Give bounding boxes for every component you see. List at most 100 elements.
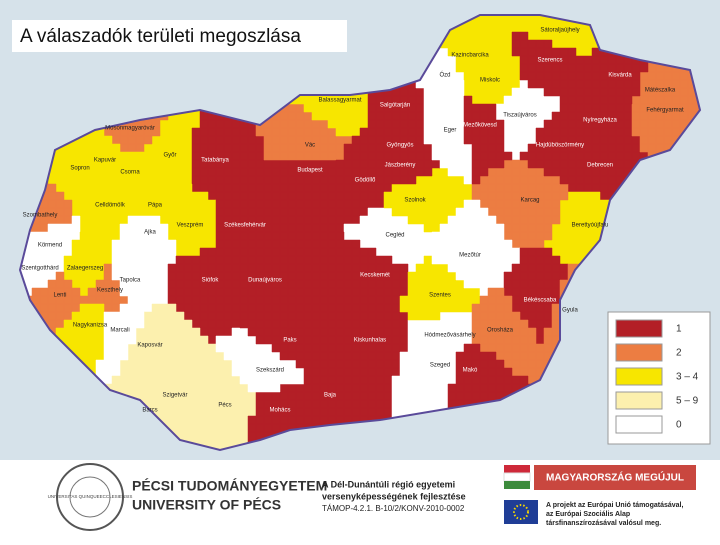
place-label: Ózd [439, 72, 450, 79]
banner-text: MAGYARORSZÁG MEGÚJUL [546, 471, 684, 484]
place-label: Kaposvár [137, 343, 162, 349]
place-label: Vác [305, 143, 315, 149]
district [375, 151, 441, 185]
place-label: Tiszaújváros [503, 113, 536, 119]
legend-label: 2 [676, 348, 682, 359]
district [399, 255, 481, 321]
district [215, 327, 305, 393]
district [79, 119, 121, 185]
legend-swatch [615, 319, 663, 338]
place-label: Mátészalka [645, 88, 676, 94]
title-box [12, 20, 347, 52]
place-label: Mosonmagyaróvár [105, 126, 155, 132]
place-label: Fehérgyarmat [646, 108, 684, 114]
place-label: Miskolc [480, 78, 500, 84]
place-label: Szentes [429, 293, 451, 299]
place-label: Kecskemét [360, 273, 390, 279]
place-label: Barcs [142, 408, 157, 414]
place-label: Tatabánya [201, 158, 229, 164]
place-label: Sátoraljaújhely [540, 28, 579, 34]
place-label: Siófok [202, 278, 220, 284]
place-label: Keszthely [97, 288, 123, 294]
place-label: Mezőkövesd [463, 123, 497, 129]
place-label: Székesfehérvár [224, 223, 266, 229]
place-label: Gödöllő [355, 178, 376, 184]
eu-flag [504, 500, 538, 524]
legend-label: 3 – 4 [676, 372, 699, 383]
place-label: Marcali [110, 328, 129, 334]
place-label: Pécs [218, 403, 231, 409]
place-label: Salgótarján [380, 103, 410, 109]
place-label: Kisvárda [608, 73, 632, 79]
legend-label: 5 – 9 [676, 396, 699, 407]
place-label: Debrecen [587, 163, 613, 169]
place-label: Mohács [269, 408, 290, 414]
place-label: Baja [324, 393, 337, 399]
place-label: Cegléd [385, 233, 404, 239]
district [519, 103, 585, 185]
seal-inner [69, 476, 111, 518]
eu-stars [513, 504, 529, 520]
place-label: Szombathely [23, 213, 58, 219]
legend-label: 1 [676, 324, 682, 335]
seal [56, 463, 124, 531]
district [167, 183, 217, 257]
banner [534, 465, 696, 490]
place-label: Dunaújváros [248, 278, 282, 284]
place-label: Békéscsaba [524, 298, 557, 304]
place-label: Balassagyarmat [318, 98, 361, 104]
eu-text: A projekt az Európai Unió támogatásával, [546, 502, 683, 509]
place-label: Lenti [53, 293, 66, 299]
place-label: Tapolca [120, 278, 141, 284]
place-label: Gyöngyös [386, 143, 413, 149]
place-label: Mezőtúr [459, 253, 481, 259]
place-label: Orosháza [487, 328, 514, 334]
place-label: Győr [163, 153, 176, 159]
place-label: Szolnok [404, 198, 426, 204]
place-label: Pápa [148, 203, 163, 209]
place-label: Kazincbarcika [451, 53, 489, 59]
legend-swatch [615, 367, 663, 386]
district [119, 303, 209, 377]
eu-text: az Európai Szociális Alap [546, 511, 630, 518]
place-label: Budapest [297, 168, 323, 174]
place-label: Berettyóújfalu [572, 223, 609, 229]
university-en: UNIVERSITY OF PÉCS [132, 497, 281, 513]
legend-swatch [615, 343, 663, 362]
place-labels: Győr Mosonmagyaróvár Sopron Csorna Kapuvár Ta… [21, 28, 684, 414]
place-label: Szekszárd [256, 368, 284, 374]
place-label: Karcag [520, 198, 539, 204]
place-label: Celldömölk [95, 203, 126, 209]
place-label: Hódmezővásárhely [424, 333, 475, 339]
place-label: Szentgotthárd [21, 266, 58, 272]
legend: 1 2 3 – 4 5 – 9 0 [615, 319, 699, 434]
legend-swatch [615, 391, 663, 410]
place-label: Csorna [120, 170, 140, 176]
place-label: Gyula [562, 308, 578, 314]
place-label: Szerencs [537, 58, 562, 64]
place-label: Makó [463, 368, 478, 374]
place-label: Eger [444, 128, 457, 134]
district [463, 95, 513, 185]
place-label: Szigetvár [162, 393, 187, 399]
flag-green [504, 481, 530, 489]
place-label: Hajdúböszörmény [536, 143, 584, 149]
place-label: Sopron [70, 166, 89, 172]
district [559, 87, 641, 145]
district [511, 31, 585, 97]
university-hu: PÉCSI TUDOMÁNYEGYETEM [132, 478, 327, 494]
place-label: Nyíregyháza [583, 118, 617, 124]
district [239, 231, 321, 321]
eu-text: társfinanszírozásával valósul meg. [546, 520, 661, 527]
district [495, 79, 561, 161]
project-line: A Dél-Dunántúli régió egyetemi [322, 479, 455, 489]
place-label: Jászberény [385, 163, 416, 169]
place-label: Szeged [430, 363, 450, 369]
place-label: Ajka [144, 230, 156, 236]
place-label: Nagykanizsa [73, 323, 108, 329]
district [319, 231, 409, 313]
legend-label: 0 [676, 420, 682, 431]
district [111, 247, 169, 313]
